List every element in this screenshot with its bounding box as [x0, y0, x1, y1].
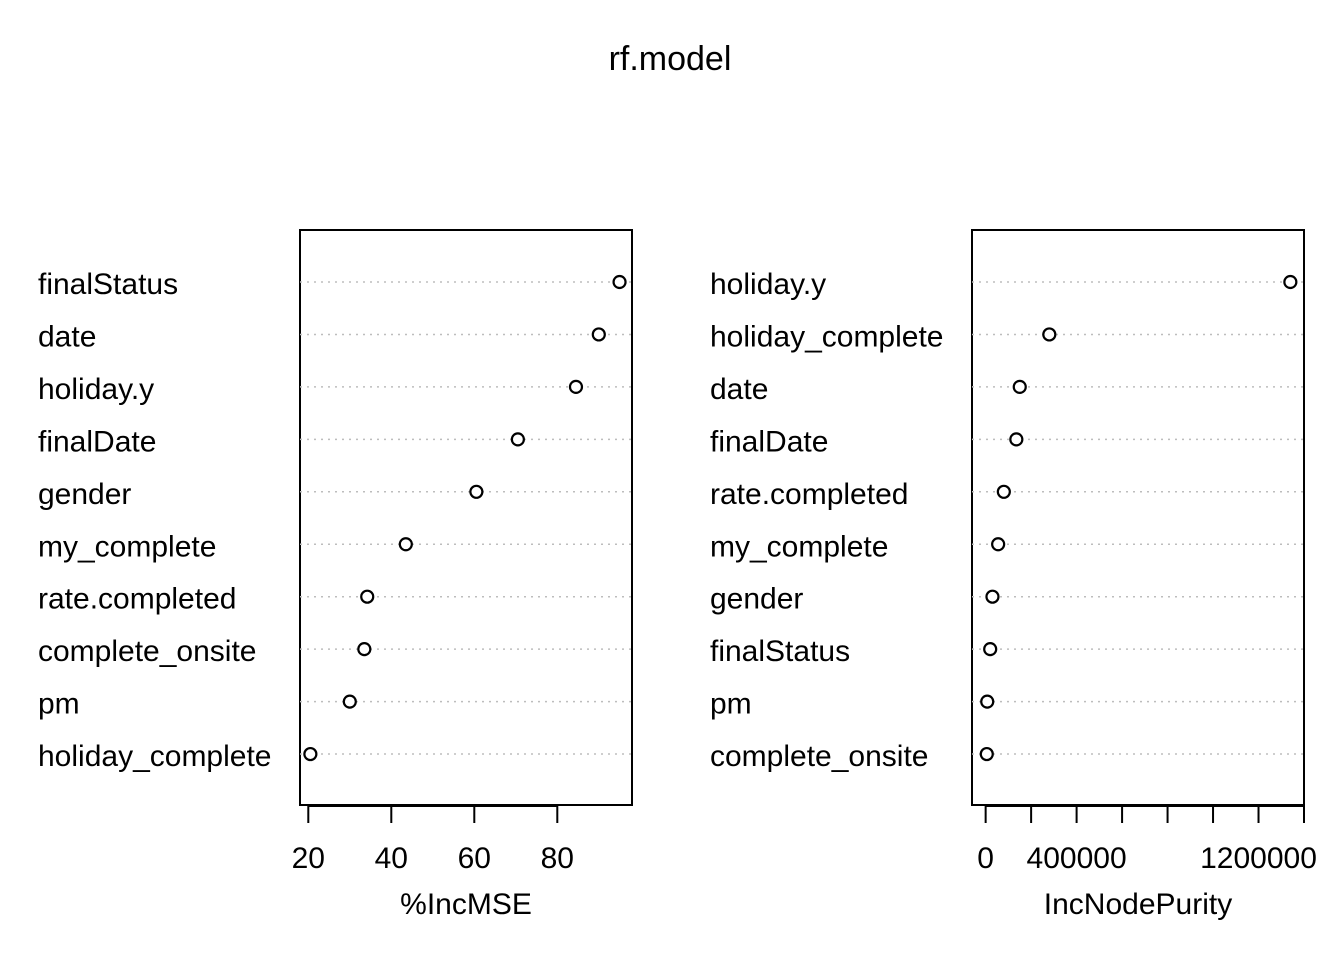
panel-incmse: finalStatus date holiday.y finalDate gender m…	[38, 229, 633, 921]
x-axis-title: %IncMSE	[400, 888, 532, 921]
x-tick-label: 400000	[1027, 842, 1127, 875]
x-axis-title: IncNodePurity	[1044, 888, 1232, 921]
category-label: my_complete	[38, 530, 216, 563]
category-label: rate.completed	[710, 478, 908, 511]
data-point	[1009, 432, 1024, 447]
data-point	[985, 589, 1000, 604]
chart-title: rf.model	[609, 40, 732, 78]
category-label: gender	[38, 478, 131, 511]
category-label: finalDate	[38, 425, 156, 458]
data-point	[991, 537, 1006, 552]
category-label: rate.completed	[38, 583, 236, 616]
data-point	[303, 746, 318, 762]
plot-frame	[971, 229, 1305, 806]
data-point	[1012, 379, 1027, 394]
category-label: finalStatus	[710, 635, 850, 668]
data-point	[591, 327, 606, 342]
data-point	[510, 432, 525, 447]
data-point	[612, 274, 627, 290]
data-point	[342, 694, 357, 709]
category-label: complete_onsite	[38, 635, 256, 668]
data-point	[980, 694, 995, 709]
data-point	[357, 642, 372, 657]
data-point	[979, 746, 994, 762]
category-label: holiday_complete	[38, 740, 271, 773]
category-label: complete_onsite	[710, 740, 928, 773]
data-point	[398, 537, 413, 552]
data-point	[469, 484, 484, 499]
category-label: date	[710, 373, 768, 406]
x-tick-label: 80	[541, 842, 574, 875]
data-point	[1042, 327, 1057, 342]
x-tick-label: 60	[458, 842, 491, 875]
x-tick-label: 0	[977, 842, 994, 875]
category-label: finalDate	[710, 425, 828, 458]
data-point	[568, 379, 584, 394]
category-label: holiday.y	[38, 373, 154, 406]
x-tick-label: 1200000	[1200, 842, 1317, 875]
category-label: date	[38, 320, 96, 353]
category-label: holiday_complete	[710, 320, 943, 353]
category-label: my_complete	[710, 530, 888, 563]
plot-frame	[299, 229, 633, 806]
data-point	[983, 642, 998, 657]
category-label: gender	[710, 583, 803, 616]
data-point	[996, 484, 1011, 499]
data-point	[360, 589, 375, 604]
category-label: finalStatus	[38, 268, 178, 301]
category-label: pm	[710, 688, 752, 721]
category-label: holiday.y	[710, 268, 826, 301]
x-tick-label: 20	[292, 842, 325, 875]
data-point	[1283, 274, 1298, 290]
x-tick-label: 40	[375, 842, 408, 875]
category-label: pm	[38, 688, 80, 721]
